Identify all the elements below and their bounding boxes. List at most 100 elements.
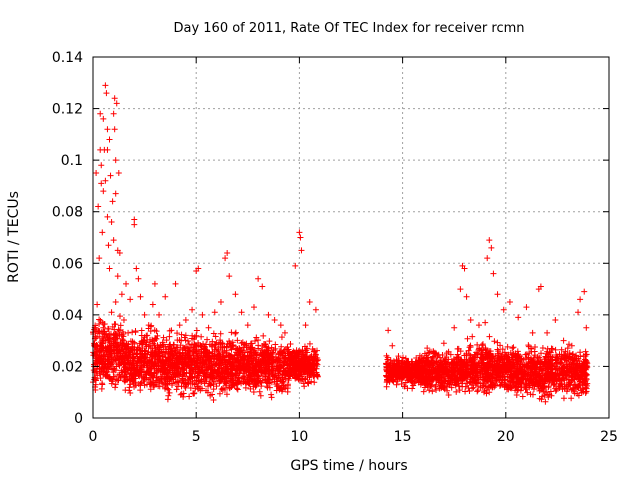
data-point: [424, 345, 431, 352]
data-point: [255, 373, 262, 380]
data-point: [117, 322, 124, 329]
data-point: [494, 291, 501, 298]
data-point: [493, 377, 500, 384]
data-point: [416, 352, 423, 359]
data-point: [402, 361, 409, 368]
data-point: [138, 363, 145, 370]
y-tick-label: 0.12: [52, 102, 83, 118]
data-point: [581, 288, 588, 295]
data-point: [223, 391, 230, 398]
x-tick-label: 10: [290, 429, 308, 445]
data-point: [147, 386, 154, 393]
data-point: [104, 126, 111, 133]
data-point: [207, 392, 214, 399]
data-point: [195, 364, 202, 371]
data-point: [306, 298, 313, 305]
data-point: [414, 359, 421, 366]
data-point: [110, 237, 117, 244]
data-point: [441, 378, 448, 385]
data-point: [148, 380, 155, 387]
data-point: [139, 341, 146, 348]
data-point: [235, 375, 242, 382]
data-point: [302, 322, 309, 329]
data-point: [266, 338, 273, 345]
data-point: [112, 298, 119, 305]
data-point: [97, 375, 104, 382]
data-point: [312, 351, 319, 358]
data-point: [195, 377, 202, 384]
data-point: [105, 356, 112, 363]
data-point: [160, 364, 167, 371]
data-point: [138, 327, 145, 334]
data-point: [149, 359, 156, 366]
data-point: [442, 361, 449, 368]
data-point: [488, 244, 495, 251]
data-point: [166, 389, 173, 396]
data-point: [131, 372, 138, 379]
data-point: [529, 329, 536, 336]
data-point: [544, 329, 551, 336]
data-point: [191, 333, 198, 340]
data-point: [568, 395, 575, 402]
x-tick-label: 5: [192, 429, 201, 445]
data-point: [273, 356, 280, 363]
data-point: [217, 330, 224, 337]
data-point: [95, 203, 102, 210]
data-point: [129, 378, 136, 385]
data-point: [244, 348, 251, 355]
data-point: [137, 293, 144, 300]
data-point: [205, 383, 212, 390]
data-point: [467, 317, 474, 324]
data-point: [226, 338, 233, 345]
data-point: [162, 377, 169, 384]
data-point: [395, 368, 402, 375]
data-point: [287, 341, 294, 348]
data-point: [210, 397, 217, 404]
data-point: [510, 344, 517, 351]
data-point: [421, 378, 428, 385]
data-point: [198, 346, 205, 353]
data-point: [499, 359, 506, 366]
data-point: [189, 332, 196, 339]
data-point: [151, 350, 158, 357]
data-point: [306, 374, 313, 381]
data-point: [280, 348, 287, 355]
data-point: [456, 387, 463, 394]
data-point: [221, 379, 228, 386]
data-point: [385, 365, 392, 372]
data-point: [515, 314, 522, 321]
data-point: [145, 366, 152, 373]
data-point: [292, 358, 299, 365]
data-point: [104, 146, 111, 153]
data-point: [575, 309, 582, 316]
data-point: [285, 377, 292, 384]
data-point: [451, 324, 458, 331]
data-point: [391, 369, 398, 376]
data-point: [236, 346, 243, 353]
data-point: [189, 349, 196, 356]
data-point: [149, 338, 156, 345]
data-point: [112, 157, 119, 164]
data-point: [252, 362, 259, 369]
data-point: [113, 357, 120, 364]
data-point: [165, 386, 172, 393]
data-point: [138, 379, 145, 386]
data-point: [457, 348, 464, 355]
x-tick-label: 25: [600, 429, 618, 445]
data-point: [150, 362, 157, 369]
data-point: [201, 369, 208, 376]
data-point: [124, 356, 131, 363]
data-point: [296, 229, 303, 236]
data-point: [115, 326, 122, 333]
data-point: [523, 304, 530, 311]
data-point: [106, 265, 113, 272]
data-point: [113, 339, 120, 346]
data-point: [239, 361, 246, 368]
data-point: [107, 361, 114, 368]
data-point: [474, 351, 481, 358]
data-point: [413, 362, 420, 369]
data-point: [241, 365, 248, 372]
data-point: [215, 362, 222, 369]
y-tick-label: 0.14: [52, 50, 83, 66]
data-point: [93, 342, 100, 349]
